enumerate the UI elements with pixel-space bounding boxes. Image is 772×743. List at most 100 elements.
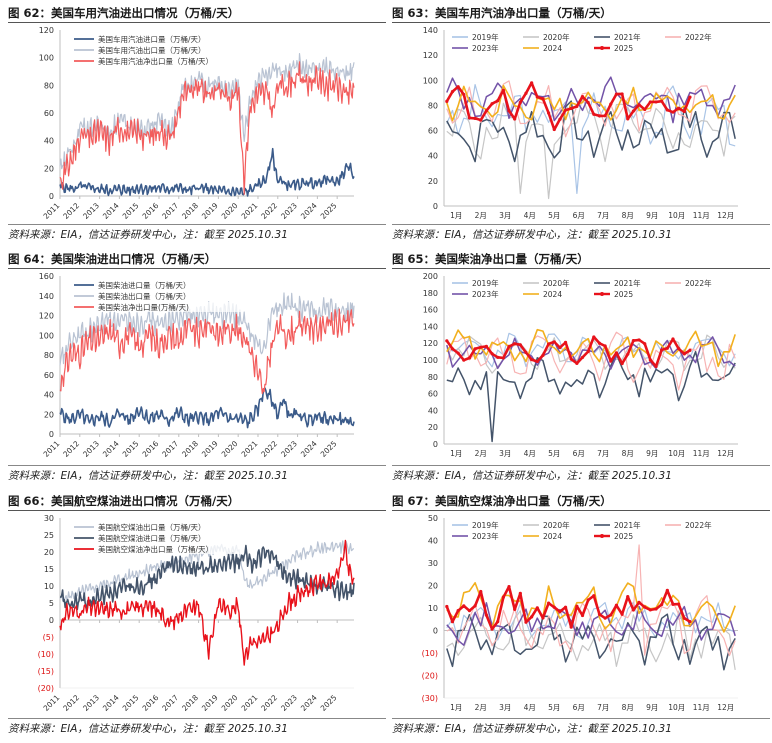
legend-label: 2019年 <box>472 520 499 530</box>
y-tick-label: 80 <box>428 373 438 382</box>
series-point <box>479 589 483 594</box>
x-tick-label: 2月 <box>475 703 487 712</box>
y-tick-label: 0 <box>49 616 54 625</box>
series-point <box>558 345 562 350</box>
series-point <box>682 352 686 356</box>
series-point <box>546 342 551 346</box>
x-tick-label: 2015 <box>121 693 141 713</box>
x-tick-label: 3月 <box>499 449 511 458</box>
series-point <box>603 344 607 348</box>
y-tick-label: (10) <box>422 649 438 658</box>
series-point <box>546 601 551 605</box>
x-tick-label: 2月 <box>475 211 487 220</box>
series-point <box>575 361 579 365</box>
series-point <box>688 619 692 624</box>
series-point <box>592 112 596 116</box>
y-tick-label: 25 <box>44 531 54 540</box>
series-point <box>456 609 460 613</box>
legend-label: 2025 <box>614 532 633 541</box>
y-tick-label: 160 <box>423 306 438 315</box>
x-tick-label: 2018 <box>180 201 200 221</box>
series-point <box>626 352 630 356</box>
x-tick-label: 1月 <box>450 211 462 220</box>
x-tick-label: 7月 <box>597 703 609 712</box>
series-line-0 <box>59 387 355 429</box>
panel-66: 图 66：美国航空煤油进出口情况（万桶/天） (20) (15) (10) (5) 0 5… <box>8 488 388 743</box>
y-tick-label: 100 <box>423 356 438 365</box>
legend-label: 2025 <box>614 290 633 299</box>
series-point <box>665 588 669 592</box>
series-point <box>473 116 477 120</box>
legend: 2019年 2020年 2021年 2022年 2023年 2024 2025 <box>452 278 712 299</box>
legend-label: 美国航空煤油进口量（万桶/天） <box>98 533 206 543</box>
series-line-2 <box>59 308 355 395</box>
axes: (30) (20) (10) 0 10 20 30 40 50 1月 2月 3月 4月 5月 6月 7月 8月 9… <box>422 514 738 712</box>
source-note: 资料来源：EIA，信达证券研发中心，注：截至 2025.10.31 <box>8 723 288 735</box>
legend-bg <box>72 522 242 532</box>
y-tick-label: 80 <box>44 351 54 360</box>
series-point <box>501 356 505 360</box>
legend-bg <box>72 56 242 66</box>
series-point <box>580 95 585 99</box>
legend-label: 美国柴油进口量（万桶/天） <box>98 280 191 290</box>
series-point <box>496 355 500 359</box>
panel-67: 图 67：美国航空煤油净出口量（万桶/天） (30) (20) (10) 0 10 20 3… <box>392 488 772 743</box>
y-tick-label: (30) <box>422 694 438 703</box>
x-tick-label: 2019 <box>200 201 220 221</box>
x-tick-label: 2014 <box>101 693 121 713</box>
y-tick-label: 20 <box>428 423 438 432</box>
series-point <box>530 358 534 362</box>
series-point <box>631 608 636 612</box>
x-tick-label: 2013 <box>81 201 101 221</box>
series-point <box>637 600 641 604</box>
x-tick-label: 2014 <box>101 439 121 459</box>
source-note: 资料来源：EIA，信达证券研发中心，注：截至 2025.10.31 <box>8 229 288 241</box>
x-tick-label: 2023 <box>279 439 299 459</box>
series-line-2 <box>59 539 355 666</box>
series-point <box>456 351 460 355</box>
series-point <box>490 627 494 631</box>
y-tick-label: 100 <box>39 54 54 63</box>
series-point <box>563 340 568 344</box>
series-point <box>513 117 517 121</box>
series-point <box>688 95 692 99</box>
x-tick-label: 9月 <box>646 211 658 220</box>
series-point <box>580 355 585 360</box>
series-point <box>462 358 466 362</box>
x-tick-label: 2020 <box>220 693 240 713</box>
x-tick-label: 5月 <box>548 449 560 458</box>
x-tick-label: 2016 <box>141 693 161 713</box>
legend-marker <box>600 292 604 296</box>
series-point <box>597 341 602 345</box>
x-tick-label: 2023 <box>279 693 299 713</box>
legend: 2019年 2020年 2021年 2022年 2023年 2024 2025 <box>452 520 712 541</box>
legend-label: 2021年 <box>614 278 641 288</box>
legend-label: 美国车用汽油净出口量（万桶/天） <box>98 56 213 66</box>
x-tick-label: 2019 <box>200 439 220 459</box>
x-tick-label: 7月 <box>597 449 609 458</box>
chart-title: 图 65：美国柴油净出口量（万桶/天） <box>392 252 589 266</box>
x-tick-label: 2018 <box>180 439 200 459</box>
series-line-3 <box>446 544 736 657</box>
x-tick-label: 2022 <box>259 201 279 221</box>
series-point <box>648 608 652 612</box>
series-point <box>518 100 522 104</box>
series-point <box>501 595 505 599</box>
x-tick-label: 1月 <box>450 703 462 712</box>
series-point <box>450 620 455 624</box>
series-point <box>620 92 624 96</box>
x-tick-label: 2012 <box>61 201 81 221</box>
legend-label: 2021年 <box>614 32 641 42</box>
series-point <box>558 610 562 614</box>
series-point <box>614 351 619 355</box>
series-line-0 <box>446 84 736 194</box>
series-point <box>643 107 647 112</box>
legend-bg <box>72 45 242 55</box>
y-tick-label: (20) <box>38 684 54 693</box>
y-tick-label: 0 <box>49 430 54 439</box>
series-point <box>479 118 483 122</box>
chart-65: 0 20 40 60 80 100 120 140 160 180 200 1月 2月 3月 4月 5月 6月 7… <box>423 272 738 458</box>
series-point <box>535 359 539 364</box>
series-point <box>575 604 579 608</box>
